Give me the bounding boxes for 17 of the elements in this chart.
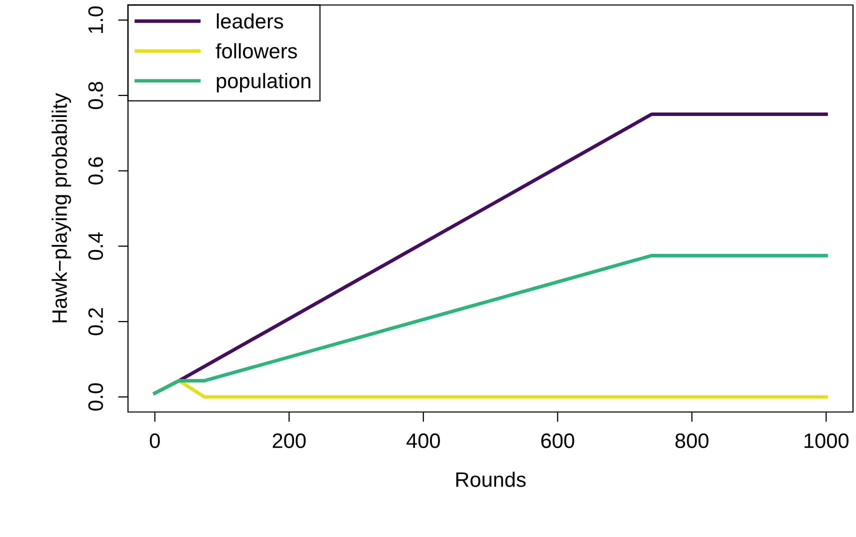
legend-label: followers	[216, 43, 297, 58]
x-tick-label: 200	[272, 433, 306, 448]
y-tick-label: 1.0	[88, 6, 104, 33]
x-tick-label: 800	[675, 433, 708, 448]
x-tick-label: 400	[406, 433, 440, 448]
y-tick-label: 0.0	[88, 383, 104, 411]
x-axis-title: Rounds	[456, 472, 526, 487]
y-tick-label: 0.8	[88, 82, 104, 110]
legend-label: population	[216, 73, 310, 92]
y-tick-label: 0.2	[88, 308, 104, 336]
legend-label: leaders	[216, 13, 284, 29]
y-tick-label: 0.4	[88, 232, 104, 260]
y-axis-title: Hawk−playing probability	[52, 93, 72, 322]
x-tick-label: 1000	[804, 433, 849, 448]
x-tick-label: 600	[541, 433, 574, 448]
x-tick-label: 0	[150, 433, 160, 448]
y-tick-label: 0.6	[88, 157, 104, 184]
